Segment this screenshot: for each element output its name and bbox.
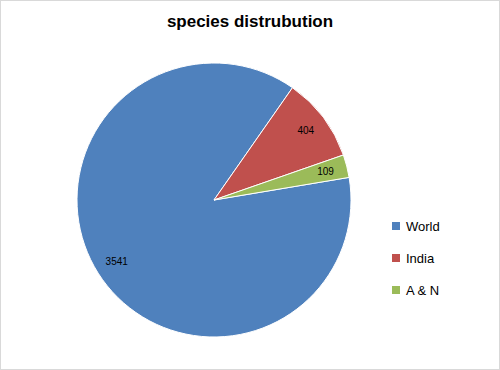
chart-title: species distrubution: [167, 12, 333, 31]
legend: World India A & N: [392, 219, 440, 298]
data-label: 404: [297, 125, 314, 136]
pie-slice: [77, 63, 351, 337]
data-label: 3541: [106, 256, 129, 267]
legend-label: World: [406, 219, 440, 234]
legend-swatch: [392, 222, 400, 230]
pie-slice: [214, 155, 349, 200]
data-labels: 3541 404 109: [106, 125, 335, 267]
legend-swatch: [392, 254, 400, 262]
legend-swatch: [392, 286, 400, 294]
pie: [77, 63, 351, 337]
chart-frame: [1, 1, 500, 370]
legend-label: India: [406, 251, 435, 266]
chart: species distrubution 3541 404 109 World India…: [0, 0, 500, 370]
data-label: 109: [317, 166, 334, 177]
legend-label: A & N: [406, 283, 439, 298]
